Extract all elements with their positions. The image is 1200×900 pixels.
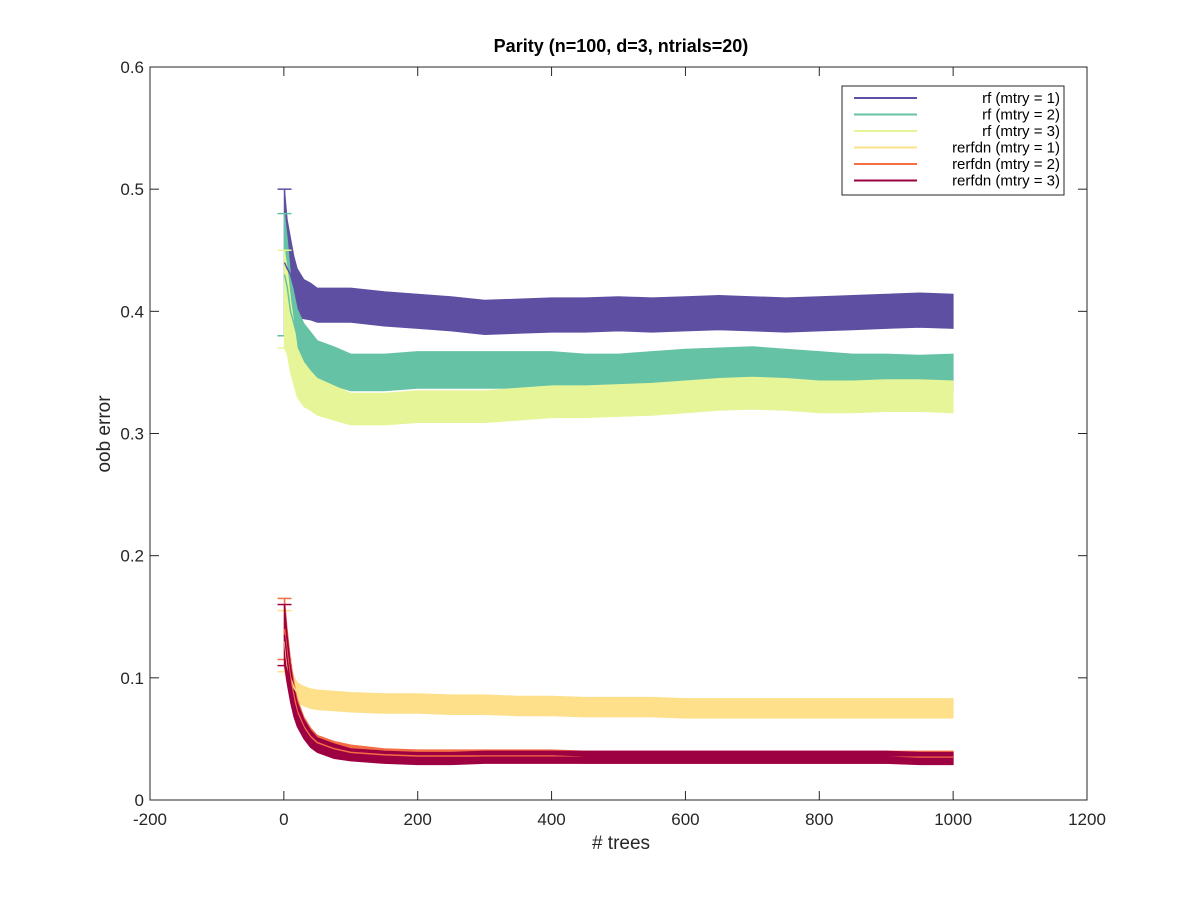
y-tick-label: 0.1 <box>120 669 144 688</box>
legend: rf (mtry = 1)rf (mtry = 2)rf (mtry = 3)r… <box>841 85 1065 196</box>
x-tick-label: 1200 <box>1068 810 1106 829</box>
y-tick-label: 0.3 <box>120 425 144 444</box>
series-1-line <box>283 274 954 375</box>
legend-label: rf (mtry = 1) <box>982 90 1060 107</box>
series-3-line <box>283 641 954 710</box>
x-tick-label: 800 <box>805 810 833 829</box>
y-axis-label: oob error <box>94 395 115 473</box>
x-tick-label: 0 <box>279 810 288 829</box>
y-tick-label: 0.2 <box>120 547 144 566</box>
series-2-error-band <box>284 250 954 426</box>
x-tick-label: -200 <box>133 810 167 829</box>
series-0-line <box>283 262 954 319</box>
legend-label: rerfdn (mtry = 3) <box>952 173 1060 190</box>
legend-label: rerfdn (mtry = 1) <box>952 140 1060 157</box>
series-lines <box>283 262 954 760</box>
legend-label: rf (mtry = 3) <box>982 123 1060 140</box>
y-tick-label: 0.5 <box>120 180 144 199</box>
x-tick-label: 600 <box>671 810 699 829</box>
legend-label: rerfdn (mtry = 2) <box>952 156 1060 173</box>
y-tick-label: 0 <box>135 791 144 810</box>
series-2-line <box>283 298 954 410</box>
x-axis-label: # trees <box>592 833 650 854</box>
series-3-error-band <box>284 610 954 719</box>
series-5-line <box>283 635 954 760</box>
chart-title: Parity (n=100, d=3, ntrials=20) <box>494 36 749 56</box>
y-tick-label: 0.4 <box>120 302 144 321</box>
x-tick-label: 200 <box>404 810 432 829</box>
x-tick-label: 1000 <box>934 810 972 829</box>
series-5-error-band <box>284 604 954 766</box>
x-axis: -200 0 200 400 600 800 1000 1200 <box>133 67 1106 829</box>
x-tick-label: 400 <box>537 810 565 829</box>
y-axis: 0 0.1 0.2 0.3 0.4 0.5 0.6 <box>120 58 1087 810</box>
error-bands <box>277 188 954 766</box>
series-0-error-band <box>284 189 954 336</box>
legend-box <box>841 85 1065 196</box>
legend-label: rf (mtry = 2) <box>982 107 1060 124</box>
y-tick-label: 0.6 <box>120 58 144 77</box>
